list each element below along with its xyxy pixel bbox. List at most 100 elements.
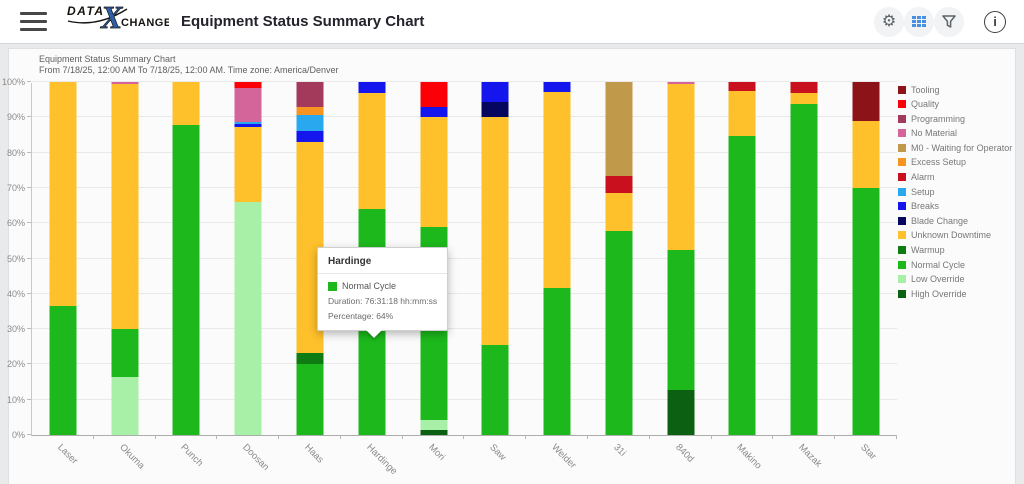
bar-segment[interactable] xyxy=(605,193,633,232)
legend-label: Excess Setup xyxy=(911,157,967,168)
legend-label: Breaks xyxy=(911,201,940,212)
bar-Punch[interactable] xyxy=(172,82,200,435)
bar-segment[interactable] xyxy=(481,82,509,102)
legend-item[interactable]: Quality xyxy=(898,99,1012,110)
bar-segment[interactable] xyxy=(296,114,324,131)
bar-slot: Star xyxy=(835,82,897,462)
y-axis-label: 50% xyxy=(6,253,25,264)
info-icon[interactable]: i xyxy=(984,10,1006,33)
legend-item[interactable]: Breaks xyxy=(898,201,1012,212)
bar-segment[interactable] xyxy=(296,364,324,435)
bar-segment[interactable] xyxy=(296,107,324,115)
legend-item[interactable]: Programming xyxy=(898,114,1012,124)
x-axis-label: Haas xyxy=(302,442,326,466)
bar-segment[interactable] xyxy=(667,249,695,390)
bar-segment[interactable] xyxy=(481,345,509,435)
gridline xyxy=(32,328,897,330)
bar-Doosan[interactable] xyxy=(234,82,262,435)
legend-item[interactable]: Normal Cycle xyxy=(898,260,1012,270)
bar-segment[interactable] xyxy=(605,176,633,194)
bar-segment[interactable] xyxy=(172,82,200,126)
y-axis-label: 20% xyxy=(6,359,25,370)
bar-segment[interactable] xyxy=(420,430,448,435)
bar-segment[interactable] xyxy=(852,187,880,435)
bar-segment[interactable] xyxy=(543,288,571,435)
bar-Laser[interactable] xyxy=(49,82,77,435)
bar-segment[interactable] xyxy=(234,88,262,122)
bar-segment[interactable] xyxy=(49,305,77,435)
bar-segment[interactable] xyxy=(728,90,756,136)
settings-button[interactable]: ⚙ xyxy=(874,6,904,37)
bar-segment[interactable] xyxy=(49,82,77,306)
legend-item[interactable]: Excess Setup xyxy=(898,157,1012,168)
app-header: DATA X CHANGE Equipment Status Summary C… xyxy=(0,0,1024,44)
bar-segment[interactable] xyxy=(420,117,448,228)
bar-segment[interactable] xyxy=(358,92,386,210)
bar-segment[interactable] xyxy=(728,135,756,435)
bar-Okuma[interactable] xyxy=(111,82,139,435)
bar-segment[interactable] xyxy=(790,82,818,94)
legend-label: Tooling xyxy=(911,84,940,95)
bar-slot: Mazak xyxy=(773,82,835,470)
legend-item[interactable]: Unknown Downtime xyxy=(898,230,1012,240)
legend-item[interactable]: Setup xyxy=(898,187,1012,197)
bar-segment[interactable] xyxy=(667,83,695,250)
bar-segment[interactable] xyxy=(605,231,633,435)
legend-item[interactable]: Blade Change xyxy=(898,216,1012,226)
bar-segment[interactable] xyxy=(234,121,262,125)
bar-segment[interactable] xyxy=(420,82,448,107)
bar-segment[interactable] xyxy=(667,82,695,84)
x-axis-label: 31i xyxy=(611,442,628,459)
bar-segment[interactable] xyxy=(111,377,139,435)
bar-segment[interactable] xyxy=(111,82,139,84)
bar-Welder[interactable] xyxy=(543,82,571,435)
bar-Mazak[interactable] xyxy=(790,82,818,435)
grid-view-button[interactable] xyxy=(904,6,934,37)
bar-Star[interactable] xyxy=(852,82,880,435)
bar-segment[interactable] xyxy=(296,353,324,365)
bar-segment[interactable] xyxy=(790,93,818,105)
bar-segment[interactable] xyxy=(481,117,509,345)
y-axis-tick xyxy=(27,222,31,224)
legend-label: Quality xyxy=(911,99,940,110)
bar-segment[interactable] xyxy=(543,82,571,92)
bar-segment[interactable] xyxy=(234,124,262,127)
bar-segment[interactable] xyxy=(790,104,818,435)
bar-segment[interactable] xyxy=(852,120,880,188)
bar-segment[interactable] xyxy=(667,389,695,435)
legend-item[interactable]: No Material xyxy=(898,128,1012,138)
legend-swatch xyxy=(898,216,906,225)
bar-segment[interactable] xyxy=(420,106,448,118)
x-axis-label: Hardinge xyxy=(364,442,400,478)
bar-segment[interactable] xyxy=(296,130,324,143)
x-axis-label: Okuma xyxy=(116,442,147,472)
bar-segment[interactable] xyxy=(728,82,756,91)
bar-slot: Punch xyxy=(156,82,218,469)
legend-item[interactable]: M0 - Waiting for Operator xyxy=(898,143,1012,153)
bar-840d[interactable] xyxy=(667,82,695,435)
legend-item[interactable]: Warmup xyxy=(898,245,1012,255)
legend-item[interactable]: Alarm xyxy=(898,172,1012,182)
bar-Saw[interactable] xyxy=(481,82,509,435)
bar-Makino[interactable] xyxy=(728,82,756,435)
bar-segment[interactable] xyxy=(543,91,571,289)
bar-segment[interactable] xyxy=(358,82,386,93)
bar-31i[interactable] xyxy=(605,82,633,435)
bar-segment[interactable] xyxy=(420,419,448,431)
bar-segment[interactable] xyxy=(481,101,509,118)
bar-segment[interactable] xyxy=(234,126,262,203)
legend-item[interactable]: Low Override xyxy=(898,274,1012,284)
bar-segment[interactable] xyxy=(234,202,262,435)
legend-item[interactable]: High Override xyxy=(898,289,1012,299)
bar-segment[interactable] xyxy=(296,82,324,108)
filter-button[interactable] xyxy=(934,6,964,37)
bar-segment[interactable] xyxy=(172,125,200,435)
bar-segment[interactable] xyxy=(111,329,139,378)
bar-segment[interactable] xyxy=(852,82,880,121)
legend-item[interactable]: Tooling xyxy=(898,84,1012,95)
tooltip-series-label: Normal Cycle xyxy=(342,281,397,291)
bar-segment[interactable] xyxy=(605,82,633,177)
menu-icon[interactable] xyxy=(20,12,47,31)
bar-segment[interactable] xyxy=(111,83,139,330)
bar-segment[interactable] xyxy=(234,82,262,89)
